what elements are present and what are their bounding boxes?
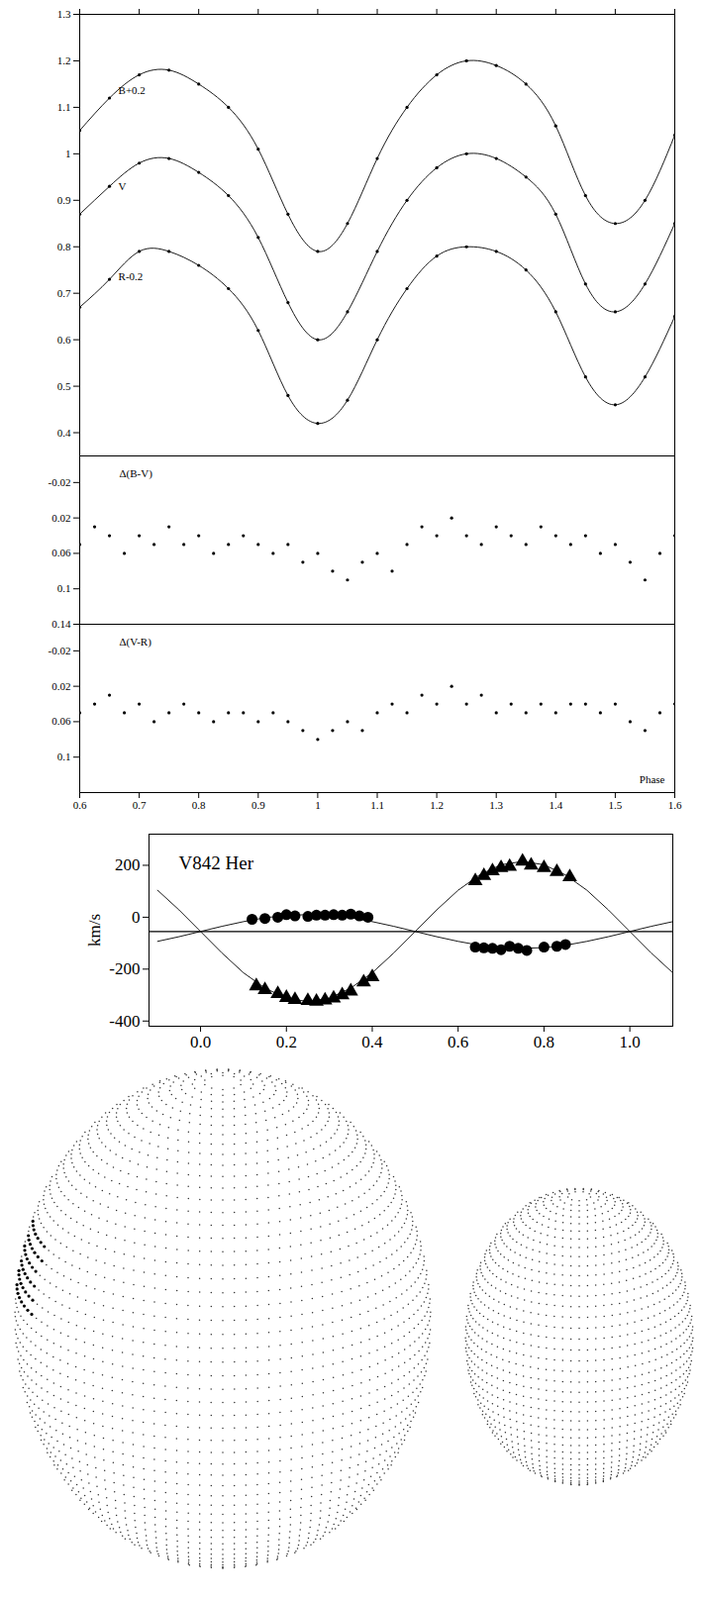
svg-text:0.6: 0.6 (447, 1032, 469, 1052)
svg-text:R-0.2: R-0.2 (118, 270, 144, 283)
svg-text:0.14: 0.14 (51, 617, 72, 630)
svg-text:0.8: 0.8 (57, 240, 72, 253)
svg-text:0.02: 0.02 (51, 680, 71, 693)
svg-text:0.4: 0.4 (57, 426, 72, 439)
svg-text:0.2: 0.2 (276, 1032, 298, 1052)
svg-text:Phase: Phase (639, 773, 666, 786)
svg-text:1.5: 1.5 (608, 799, 623, 811)
svg-text:km/s: km/s (85, 913, 104, 947)
svg-text:-400: -400 (108, 1011, 140, 1031)
svg-text:-0.02: -0.02 (48, 476, 72, 489)
svg-text:0.06: 0.06 (51, 546, 72, 559)
svg-text:0.9: 0.9 (57, 194, 72, 206)
svg-text:V842 Her: V842 Her (179, 852, 255, 874)
svg-text:1: 1 (65, 147, 72, 160)
svg-text:0.02: 0.02 (51, 511, 71, 524)
svg-text:1.3: 1.3 (57, 7, 72, 20)
svg-text:200: 200 (114, 855, 141, 875)
svg-text:-0.02: -0.02 (48, 644, 72, 657)
svg-text:1.4: 1.4 (548, 799, 563, 811)
svg-text:0.6: 0.6 (57, 333, 72, 346)
svg-text:0.1: 0.1 (57, 582, 72, 595)
svg-text:Δ(B-V): Δ(B-V) (119, 467, 154, 481)
svg-text:0.7: 0.7 (57, 287, 72, 300)
svg-text:-200: -200 (108, 959, 140, 979)
svg-text:0.9: 0.9 (251, 799, 266, 811)
svg-text:0.4: 0.4 (361, 1032, 384, 1052)
svg-text:0.0: 0.0 (190, 1032, 211, 1052)
svg-text:1.0: 1.0 (619, 1032, 641, 1052)
svg-text:0.06: 0.06 (51, 714, 72, 727)
svg-text:0.5: 0.5 (57, 380, 72, 393)
svg-text:0.7: 0.7 (132, 799, 147, 811)
svg-text:0.8: 0.8 (192, 799, 206, 811)
svg-text:1.2: 1.2 (57, 54, 72, 67)
svg-text:1.1: 1.1 (57, 100, 72, 113)
svg-text:1.3: 1.3 (489, 799, 503, 811)
svg-text:V: V (118, 180, 127, 193)
svg-text:0.6: 0.6 (73, 799, 88, 811)
svg-text:1.1: 1.1 (370, 799, 385, 811)
svg-text:0.8: 0.8 (533, 1032, 555, 1052)
svg-text:1.2: 1.2 (429, 799, 444, 811)
svg-text:Δ(V-R): Δ(V-R) (119, 635, 153, 649)
svg-text:0: 0 (131, 907, 141, 927)
svg-text:0.1: 0.1 (57, 750, 72, 763)
svg-text:1: 1 (314, 799, 321, 811)
svg-text:1.6: 1.6 (668, 799, 683, 811)
svg-text:B+0.2: B+0.2 (118, 84, 146, 97)
